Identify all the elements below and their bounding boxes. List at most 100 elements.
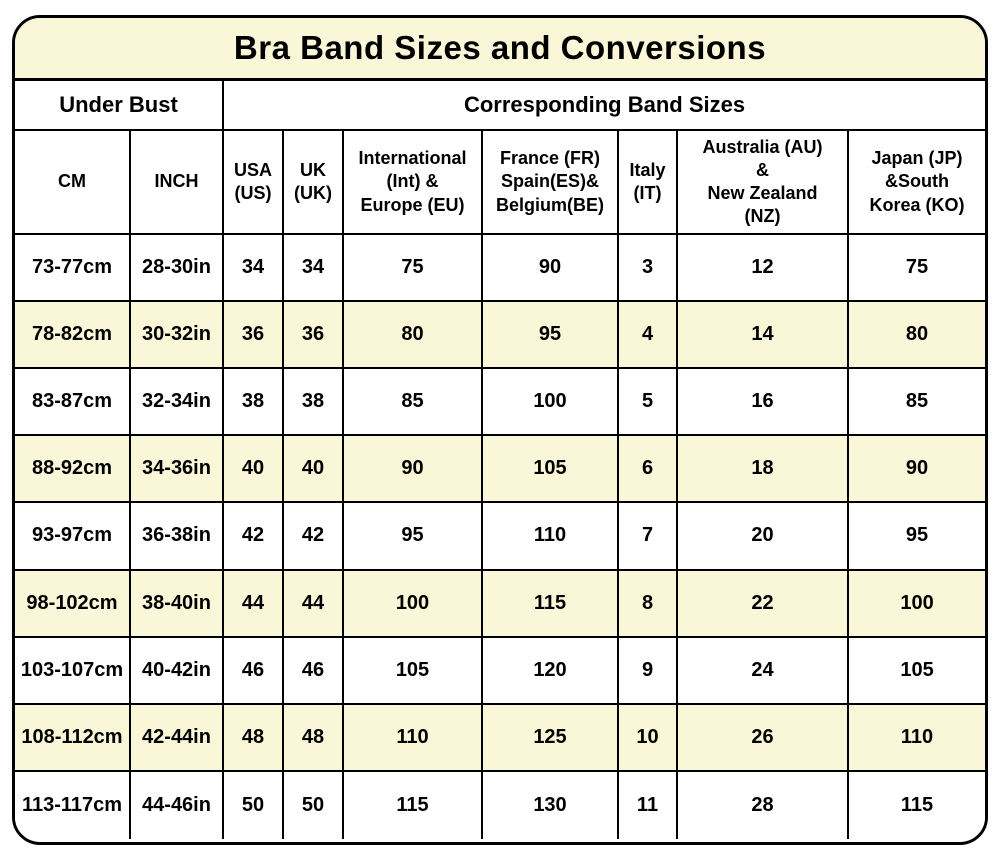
cell-cm: 103-107cm — [15, 637, 131, 705]
cell-it: 11 — [619, 771, 678, 839]
cell-uk: 42 — [284, 503, 344, 571]
cell-usa: 48 — [224, 704, 284, 772]
cell-eu: 100 — [344, 570, 483, 638]
col-header-it: Italy (IT) — [619, 131, 678, 235]
table-body: 73-77cm 28-30in 34 34 75 90 3 12 75 78-8… — [15, 235, 985, 839]
col-header-uk: UK (UK) — [284, 131, 344, 235]
cell-fr-es-be: 125 — [483, 704, 619, 772]
cell-fr-es-be: 130 — [483, 771, 619, 839]
cell-fr-es-be: 95 — [483, 302, 619, 370]
cell-cm: 88-92cm — [15, 436, 131, 504]
cell-cm: 98-102cm — [15, 570, 131, 638]
cell-fr-es-be: 110 — [483, 503, 619, 571]
cell-jp-ko: 80 — [849, 302, 985, 370]
cell-usa: 36 — [224, 302, 284, 370]
size-chart-card: Bra Band Sizes and Conversions Under Bus… — [12, 15, 988, 845]
cell-jp-ko: 100 — [849, 570, 985, 638]
cell-inch: 28-30in — [131, 235, 224, 303]
cell-uk: 34 — [284, 235, 344, 303]
cell-eu: 105 — [344, 637, 483, 705]
cell-eu: 90 — [344, 436, 483, 504]
cell-cm: 93-97cm — [15, 503, 131, 571]
cell-cm: 73-77cm — [15, 235, 131, 303]
cell-inch: 36-38in — [131, 503, 224, 571]
cell-au-nz: 18 — [678, 436, 849, 504]
page-title: Bra Band Sizes and Conversions — [15, 18, 985, 81]
cell-usa: 50 — [224, 771, 284, 839]
size-conversion-table: Under Bust Corresponding Band Sizes CM I… — [15, 81, 985, 839]
table-row: 98-102cm 38-40in 44 44 100 115 8 22 100 — [15, 570, 985, 638]
table-row: 103-107cm 40-42in 46 46 105 120 9 24 105 — [15, 637, 985, 705]
band-sizes-header: Corresponding Band Sizes — [224, 81, 985, 131]
cell-jp-ko: 95 — [849, 503, 985, 571]
table-row: 73-77cm 28-30in 34 34 75 90 3 12 75 — [15, 235, 985, 303]
cell-inch: 44-46in — [131, 771, 224, 839]
cell-usa: 38 — [224, 369, 284, 437]
cell-jp-ko: 85 — [849, 369, 985, 437]
cell-inch: 34-36in — [131, 436, 224, 504]
cell-usa: 42 — [224, 503, 284, 571]
cell-jp-ko: 110 — [849, 704, 985, 772]
table-row: 88-92cm 34-36in 40 40 90 105 6 18 90 — [15, 436, 985, 504]
cell-fr-es-be: 120 — [483, 637, 619, 705]
cell-uk: 38 — [284, 369, 344, 437]
table-row: 113-117cm 44-46in 50 50 115 130 11 28 11… — [15, 771, 985, 839]
cell-it: 4 — [619, 302, 678, 370]
cell-fr-es-be: 100 — [483, 369, 619, 437]
cell-it: 5 — [619, 369, 678, 437]
cell-inch: 40-42in — [131, 637, 224, 705]
cell-au-nz: 20 — [678, 503, 849, 571]
cell-au-nz: 16 — [678, 369, 849, 437]
cell-fr-es-be: 115 — [483, 570, 619, 638]
cell-cm: 78-82cm — [15, 302, 131, 370]
cell-uk: 36 — [284, 302, 344, 370]
cell-inch: 30-32in — [131, 302, 224, 370]
column-header-row: CM INCH USA (US) UK (UK) International (… — [15, 131, 985, 235]
cell-it: 8 — [619, 570, 678, 638]
cell-it: 10 — [619, 704, 678, 772]
cell-cm: 113-117cm — [15, 771, 131, 839]
table-row: 83-87cm 32-34in 38 38 85 100 5 16 85 — [15, 369, 985, 437]
cell-fr-es-be: 105 — [483, 436, 619, 504]
cell-cm: 83-87cm — [15, 369, 131, 437]
cell-au-nz: 26 — [678, 704, 849, 772]
cell-jp-ko: 105 — [849, 637, 985, 705]
cell-au-nz: 28 — [678, 771, 849, 839]
cell-uk: 40 — [284, 436, 344, 504]
col-header-inch: INCH — [131, 131, 224, 235]
table-row: 108-112cm 42-44in 48 48 110 125 10 26 11… — [15, 704, 985, 772]
group-header-row: Under Bust Corresponding Band Sizes — [15, 81, 985, 131]
col-header-au-nz: Australia (AU) & New Zealand (NZ) — [678, 131, 849, 235]
cell-usa: 40 — [224, 436, 284, 504]
cell-it: 7 — [619, 503, 678, 571]
cell-jp-ko: 90 — [849, 436, 985, 504]
cell-uk: 50 — [284, 771, 344, 839]
cell-uk: 44 — [284, 570, 344, 638]
cell-fr-es-be: 90 — [483, 235, 619, 303]
cell-it: 6 — [619, 436, 678, 504]
col-header-usa: USA (US) — [224, 131, 284, 235]
cell-eu: 80 — [344, 302, 483, 370]
cell-au-nz: 14 — [678, 302, 849, 370]
cell-eu: 75 — [344, 235, 483, 303]
cell-inch: 38-40in — [131, 570, 224, 638]
cell-usa: 34 — [224, 235, 284, 303]
cell-cm: 108-112cm — [15, 704, 131, 772]
cell-eu: 110 — [344, 704, 483, 772]
cell-au-nz: 12 — [678, 235, 849, 303]
col-header-fr-es-be: France (FR) Spain(ES)& Belgium(BE) — [483, 131, 619, 235]
cell-it: 9 — [619, 637, 678, 705]
cell-uk: 48 — [284, 704, 344, 772]
cell-jp-ko: 115 — [849, 771, 985, 839]
table-row: 78-82cm 30-32in 36 36 80 95 4 14 80 — [15, 302, 985, 370]
under-bust-header: Under Bust — [15, 81, 224, 131]
cell-inch: 32-34in — [131, 369, 224, 437]
cell-jp-ko: 75 — [849, 235, 985, 303]
col-header-jp-ko: Japan (JP) &South Korea (KO) — [849, 131, 985, 235]
cell-au-nz: 22 — [678, 570, 849, 638]
table-row: 93-97cm 36-38in 42 42 95 110 7 20 95 — [15, 503, 985, 571]
cell-usa: 46 — [224, 637, 284, 705]
col-header-cm: CM — [15, 131, 131, 235]
cell-it: 3 — [619, 235, 678, 303]
col-header-eu: International (Int) & Europe (EU) — [344, 131, 483, 235]
